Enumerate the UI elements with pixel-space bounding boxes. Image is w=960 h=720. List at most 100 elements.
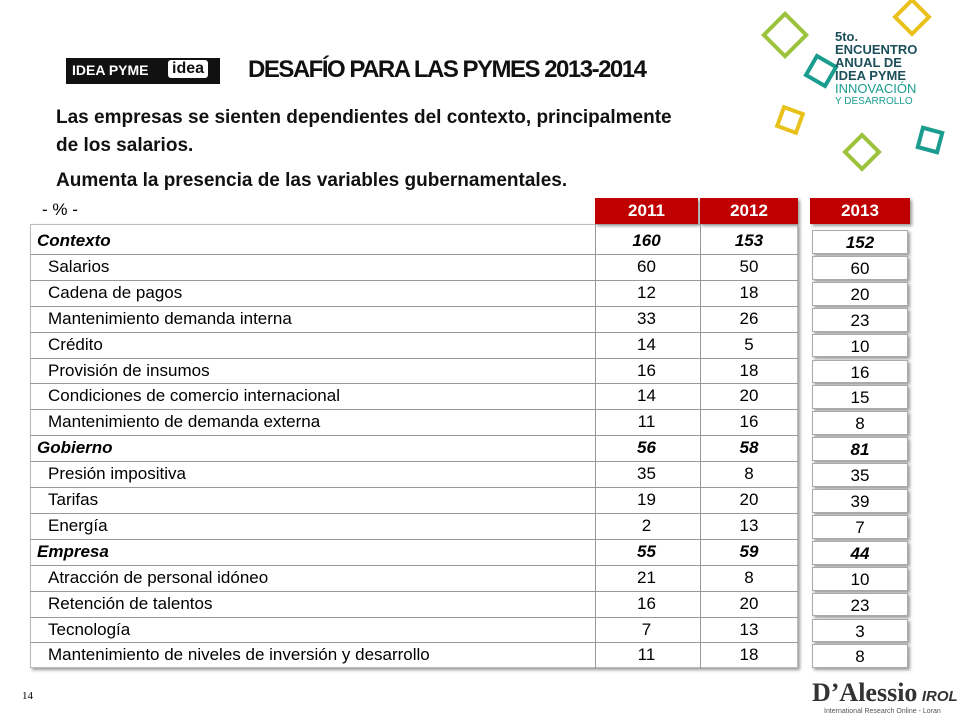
- value: 7: [812, 514, 908, 539]
- value: 35: [812, 463, 908, 487]
- row-line: [30, 590, 798, 592]
- row-line: [30, 461, 798, 463]
- value: 10: [812, 333, 908, 358]
- value: 16: [637, 593, 656, 613]
- value: 58: [739, 438, 759, 458]
- row-label: Mantenimiento de demanda externa: [48, 412, 321, 432]
- col-line: [595, 224, 596, 668]
- row-label: Mantenimiento demanda interna: [48, 308, 292, 328]
- page-number: 14: [22, 690, 33, 702]
- row-line: [30, 538, 798, 540]
- row-label: Tarifas: [48, 490, 99, 509]
- row-label: Presión impositiva: [48, 464, 186, 484]
- row-line: [30, 305, 798, 307]
- group-label: Gobierno: [37, 438, 113, 458]
- tagline: International Research Online - Loran: [824, 708, 941, 715]
- value: 60: [637, 256, 656, 276]
- logo-text: idea: [168, 60, 209, 78]
- value: 33: [637, 308, 656, 328]
- value: 59: [739, 541, 759, 561]
- event-logo-line: IDEA PYME: [835, 68, 907, 83]
- value: 5: [744, 334, 754, 354]
- unit: - % -: [42, 200, 78, 219]
- row-line: [30, 253, 798, 255]
- value: 7: [641, 619, 652, 639]
- value: 23: [812, 307, 908, 332]
- value: 13: [739, 515, 759, 535]
- value: 39: [812, 489, 908, 513]
- value: 2: [641, 515, 652, 535]
- value: 16: [739, 412, 759, 432]
- row-line: [30, 279, 798, 281]
- value: 16: [637, 360, 656, 380]
- row-line: [30, 487, 798, 488]
- logo-text: IDEA PYME: [72, 62, 149, 78]
- value: 23: [812, 592, 908, 617]
- value: 56: [637, 438, 656, 458]
- value: 15: [812, 385, 908, 410]
- value: 21: [637, 567, 656, 587]
- value: 50: [739, 256, 759, 276]
- row-label: Energía: [48, 515, 108, 535]
- value: 20: [739, 490, 759, 509]
- value: 153: [734, 231, 764, 250]
- value: 13: [739, 619, 759, 639]
- value: 55: [637, 541, 656, 561]
- value: 60: [812, 255, 908, 280]
- row-label: Cadena de pagos: [48, 282, 183, 302]
- value: 160: [632, 231, 661, 250]
- row-label: Crédito: [48, 334, 103, 354]
- value: 3: [812, 618, 908, 643]
- value: 8: [812, 644, 908, 669]
- row-label: Condiciones de comercio internacional: [48, 386, 340, 406]
- row-label: Atracción de personal idóneo: [48, 567, 269, 587]
- value: 14: [637, 334, 656, 354]
- row-label: Provisión de insumos: [48, 360, 210, 380]
- row-line: [30, 512, 798, 514]
- paragraph: Las empresas se sienten dependientes del…: [56, 107, 672, 156]
- column-header: 2013: [810, 198, 910, 224]
- group-label: Contexto: [37, 231, 111, 250]
- row-label: Retención de talentos: [48, 593, 213, 613]
- value: 8: [744, 464, 754, 484]
- value: 11: [637, 645, 656, 665]
- row-line: [30, 435, 798, 437]
- event-logo-line: INNOVACIÓN: [835, 81, 917, 96]
- event-logo: 5to. ENCUENTRO ANUAL DE IDEA PYME INNOVA…: [835, 30, 917, 108]
- row-line: [30, 357, 798, 359]
- column-header: 2012: [700, 198, 798, 224]
- paragraph: Aumenta la presencia de las variables gu…: [56, 170, 568, 191]
- value: 19: [637, 490, 656, 509]
- value: 18: [739, 282, 759, 302]
- value: 8: [812, 411, 908, 436]
- row-label: Salarios: [48, 256, 110, 276]
- brand-name: D’Alessio: [812, 678, 918, 707]
- value: 81: [812, 437, 908, 462]
- value: 20: [739, 386, 759, 406]
- row-line: [30, 642, 798, 644]
- event-logo-line: 5to.: [835, 29, 859, 44]
- brand-suffix: IROL: [921, 688, 958, 705]
- row-label: Tecnología: [48, 619, 131, 639]
- value: 18: [739, 360, 759, 380]
- row-line: [30, 331, 798, 333]
- event-logo-line: ENCUENTRO: [835, 42, 918, 57]
- value: 14: [637, 386, 656, 406]
- table-frame: [30, 224, 798, 668]
- value: 35: [637, 464, 656, 484]
- row-line: [30, 616, 798, 618]
- value: 20: [739, 593, 759, 613]
- brand: D’Alessio IROL International Research On…: [812, 678, 958, 715]
- row-line: [30, 409, 798, 411]
- event-logo-line: Y DESARROLLO: [835, 96, 913, 107]
- decoration: [760, 0, 945, 172]
- column-header: 2011: [595, 198, 698, 224]
- value: 18: [739, 645, 759, 665]
- value: 16: [812, 359, 908, 384]
- row-label: Mantenimiento de niveles de inversión y …: [48, 645, 430, 665]
- value: 10: [812, 566, 908, 591]
- value: 8: [744, 567, 754, 587]
- col-line: [700, 224, 701, 668]
- value: 26: [739, 308, 759, 328]
